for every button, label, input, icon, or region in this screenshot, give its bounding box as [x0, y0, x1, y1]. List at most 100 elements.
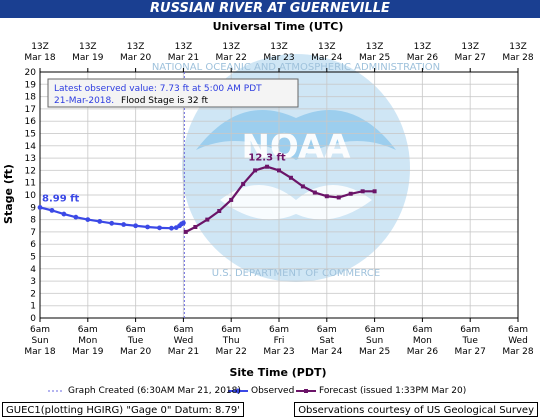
x-tick-label-date: Mar 28 [502, 347, 534, 357]
x-tick-label-time: 6am [508, 325, 528, 335]
y-tick-label: 12 [25, 166, 36, 176]
noaa-logo-wings [196, 109, 396, 160]
legend-forecast-marker [304, 389, 308, 393]
top-tick-label-time: 13Z [461, 42, 479, 52]
chart-legend: Graph Created (6:30AM Mar 21, 2018) Obse… [0, 384, 540, 398]
top-tick-label-date: Mar 23 [263, 53, 294, 63]
y-tick-label: 20 [25, 68, 37, 78]
x-tick-label-time: 6am [126, 325, 146, 335]
y-tick-label: 0 [30, 314, 36, 324]
forecast-point [312, 190, 317, 195]
legend-observed-marker [235, 388, 241, 394]
top-tick-label-time: 13Z [509, 42, 527, 52]
forecast-point [253, 168, 258, 173]
noaa-logo-bird [220, 185, 372, 220]
top-tick-label-time: 13Z [414, 42, 432, 52]
x-tick-label-time: 6am [173, 325, 193, 335]
top-tick-label-date: Mar 28 [502, 53, 534, 63]
observed-point [169, 225, 174, 231]
x-tick-label-day: Tue [462, 336, 479, 346]
x-tick-label-date: Mar 26 [407, 347, 439, 357]
observed-point [85, 217, 91, 223]
x-tick-label-date: Mar 23 [263, 347, 294, 357]
top-tick-label-time: 13Z [366, 42, 384, 52]
top-tick-label-date: Mar 22 [216, 53, 247, 63]
top-tick-label-time: 13Z [79, 42, 97, 52]
observed-point [37, 205, 43, 210]
y-tick-label: 7 [30, 228, 36, 238]
top-tick-label-date: Mar 18 [24, 53, 56, 63]
y-tick-label: 15 [25, 130, 36, 140]
x-tick-label-day: Thu [222, 336, 240, 346]
forecast-point [324, 194, 329, 199]
top-tick-label-time: 13Z [270, 42, 288, 52]
x-tick-label-time: 6am [365, 325, 385, 335]
latest-value-box: Latest observed value: 7.73 ft at 5:00 A… [47, 78, 299, 108]
x-tick-label-time: 6am [412, 325, 432, 335]
forecast-point [183, 229, 188, 234]
x-tick-label-day: Tue [127, 336, 144, 346]
svg-text:21-Mar-2018. Flood Stage: 21-Mar-2018. Flood Stage is 32 ft [54, 96, 209, 106]
x-tick-label-time: 6am [317, 325, 337, 335]
observed-point [145, 224, 150, 230]
y-tick-label: 8 [30, 216, 36, 226]
forecast-point [348, 191, 353, 196]
x-tick-label-date: Mar 21 [168, 347, 199, 357]
noaa-logo-ring-top: NATIONAL OCEANIC AND ATMOSPHERIC ADMINIS… [152, 62, 440, 73]
top-tick-label-date: Mar 26 [407, 53, 439, 63]
legend-observed: Observed [251, 386, 295, 396]
info-box-frame [47, 78, 299, 108]
forecast-point [205, 217, 210, 222]
forecast-point [217, 208, 222, 213]
x-tick-label-time: 6am [460, 325, 480, 335]
x-tick-label-time: 6am [221, 325, 241, 335]
x-tick-label-date: Mar 19 [72, 347, 104, 357]
y-tick-label: 2 [30, 289, 36, 299]
x-tick-label-day: Mon [78, 336, 97, 346]
forecast-point [229, 197, 234, 202]
noaa-logo-disc [182, 54, 410, 282]
x-tick-label-date: Mar 24 [311, 347, 343, 357]
x-tick-label-day: Wed [174, 336, 194, 346]
chart-title: RUSSIAN RIVER AT GUERNEVILLE [0, 0, 540, 18]
forecast-point [265, 164, 270, 169]
x-tick-label-date: Mar 20 [120, 347, 152, 357]
forecast-point [277, 168, 281, 173]
top-axis-title: Universal Time (UTC) [213, 20, 344, 33]
top-tick-label-time: 13Z [222, 42, 240, 52]
y-tick-label: 1 [30, 302, 36, 312]
legend-forecast: Forecast (issued 1:33PM Mar 20) [319, 386, 467, 396]
forecast-point [372, 189, 377, 194]
x-tick-label-date: Mar 22 [216, 347, 247, 357]
y-tick-label: 16 [25, 117, 37, 127]
x-tick-label-date: Mar 25 [359, 347, 390, 357]
observed-point [73, 214, 79, 220]
x-tick-label-day: Wed [508, 336, 528, 346]
forecast-point [336, 195, 341, 200]
x-tick-label-day: Sun [31, 336, 48, 346]
forecast-point [300, 184, 305, 189]
y-tick-label: 17 [25, 105, 36, 115]
forecast-point [360, 189, 365, 194]
observed-point [157, 225, 162, 231]
top-tick-label-date: Mar 21 [168, 53, 199, 63]
forecast-point [288, 175, 293, 180]
legend-graph-created: Graph Created (6:30AM Mar 21, 2018) [68, 386, 241, 396]
top-tick-label-time: 13Z [31, 42, 49, 52]
top-tick-label-date: Mar 27 [455, 53, 486, 63]
y-tick-label: 18 [25, 93, 37, 103]
top-tick-label-time: 13Z [175, 42, 193, 52]
y-tick-label: 4 [30, 265, 36, 275]
plot-frame [39, 71, 519, 319]
y-tick-label: 10 [25, 191, 37, 201]
noaa-watermark: NOAA NATIONAL OCEANIC AND ATMOSPHERIC AD… [152, 54, 440, 282]
observed-annotation: 8.99 ft [42, 193, 80, 204]
y-tick-label: 6 [30, 240, 36, 250]
x-tick-label-date: Mar 27 [455, 347, 486, 357]
observed-point [97, 219, 103, 224]
footer-credit: Observations courtesy of US Geological S… [294, 402, 538, 417]
x-tick-label-date: Mar 18 [24, 347, 56, 357]
observed-point [133, 223, 139, 229]
y-tick-label: 5 [30, 253, 36, 263]
forecast-point [241, 181, 246, 186]
